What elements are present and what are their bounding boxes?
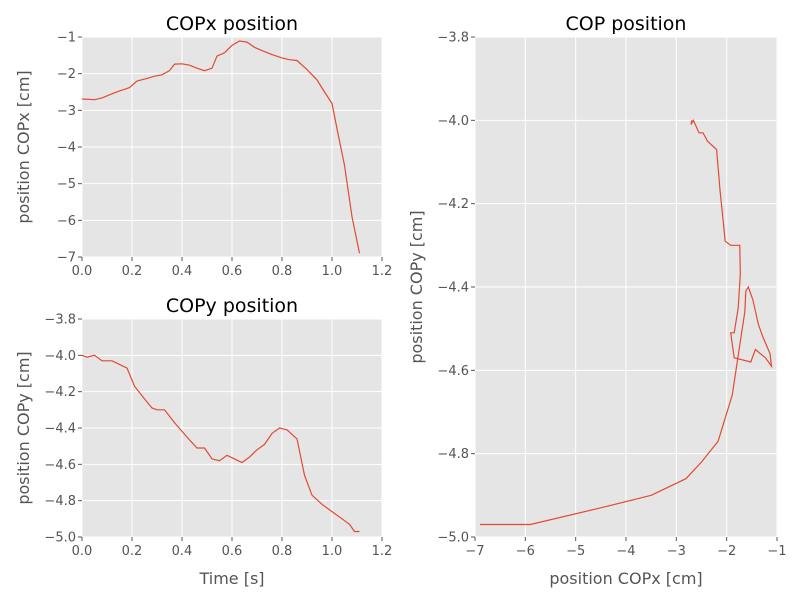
y-tick-label: −5.0	[44, 531, 76, 546]
y-tick-label: −6	[57, 214, 76, 229]
x-tick-label: −7	[465, 544, 484, 559]
y-tick-label: −4.4	[44, 422, 76, 437]
y-tick-label: −4.8	[437, 447, 469, 462]
y-tick-label: −4.2	[44, 385, 76, 400]
x-tick-label: 0.0	[72, 544, 93, 559]
x-tick-label: 1.0	[322, 264, 343, 279]
y-tick-label: −3	[57, 104, 76, 119]
y-tick-label: −4	[57, 141, 76, 156]
x-tick-label: 0.4	[172, 544, 193, 559]
chart-title: COPx position	[166, 13, 298, 35]
x-tick-label: 0.6	[222, 544, 243, 559]
x-tick-label: −2	[717, 544, 736, 559]
x-tick-label: 0.8	[272, 544, 293, 559]
x-tick-label: −1	[767, 544, 786, 559]
charts-group: 0.0 0.2 0.4 0.6 0.8 1.0 1.2 −7 −6 −5 −4 −3 −2 −1 COPx …	[14, 13, 787, 588]
x-tick-label: −3	[667, 544, 686, 559]
y-tick-label: −5.0	[437, 531, 469, 546]
chart-panel-1: 0.0 0.2 0.4 0.6 0.8 1.0 1.2 −7 −6 −5 −4 −3 −2 −1 COPx …	[14, 13, 392, 279]
x-tick-label: −4	[616, 544, 635, 559]
x-tick-label: 0.6	[222, 264, 243, 279]
chart-panel-2: 0.0 0.2 0.4 0.6 0.8 1.0 1.2 −5.0 −4.8 −4.6 −4.4 −4.…	[14, 295, 392, 588]
chart-title: COP position	[566, 13, 687, 35]
y-tick-label: −4.4	[437, 281, 469, 296]
y-tick-label: −4.6	[437, 364, 469, 379]
x-tick-label: 0.2	[122, 544, 143, 559]
x-tick-label: 0.8	[272, 264, 293, 279]
y-tick-label: −1	[57, 31, 76, 46]
y-axis-label: position COPy [cm]	[14, 351, 33, 504]
y-tick-label: −3.8	[44, 313, 76, 328]
y-tick-label: −4.0	[437, 114, 469, 129]
x-tick-label: 1.2	[372, 264, 393, 279]
series-line	[81, 40, 361, 254]
y-tick-label: −3.8	[437, 31, 469, 46]
x-tick-label: 1.0	[322, 544, 343, 559]
y-tick-label: −2	[57, 67, 76, 82]
x-axis-label: Time [s]	[198, 569, 264, 588]
y-tick-label: −5	[57, 177, 76, 192]
x-tick-label: 0.0	[72, 264, 93, 279]
chart-panel-3: −7 −6 −5 −4 −3 −2 −1 −5.0 −4.8 −4.6 −4.4 −4.2 −4.0 −3…	[407, 13, 787, 588]
chart-title: COPy position	[166, 295, 298, 317]
x-tick-label: −6	[516, 544, 535, 559]
y-tick-label: −4.8	[44, 494, 76, 509]
y-tick-label: −7	[57, 251, 76, 266]
series-line	[480, 119, 773, 526]
x-tick-label: 1.2	[372, 544, 393, 559]
series-line	[81, 354, 360, 533]
x-tick-label: 0.2	[122, 264, 143, 279]
y-axis-label: position COPy [cm]	[407, 210, 426, 363]
y-tick-label: −4.2	[437, 197, 469, 212]
y-tick-label: −4.0	[44, 349, 76, 364]
x-axis-label: position COPx [cm]	[549, 569, 702, 588]
y-tick-label: −4.6	[44, 458, 76, 473]
x-tick-label: 0.4	[172, 264, 193, 279]
y-axis-label: position COPx [cm]	[14, 70, 33, 223]
x-tick-label: −5	[566, 544, 585, 559]
